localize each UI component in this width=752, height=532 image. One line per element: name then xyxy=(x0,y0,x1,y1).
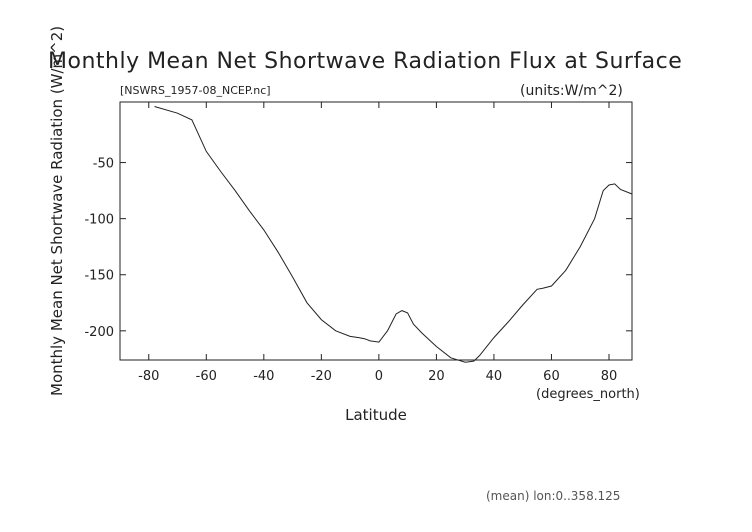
x-tick-label: 60 xyxy=(543,369,560,384)
x-tick-label: -80 xyxy=(138,369,159,384)
x-axis: -80 -60 -40 -20 0 20 40 60 80 xyxy=(138,102,617,384)
x-tick-label: -60 xyxy=(196,369,217,384)
x-axis-units: (degrees_north) xyxy=(536,387,640,402)
y-tick-label: -50 xyxy=(93,157,114,172)
x-tick-label: 20 xyxy=(428,369,445,384)
x-tick-label: 0 xyxy=(375,369,383,384)
series-line xyxy=(154,106,633,363)
y-axis-label: Monthly Mean Net Shortwave Radiation (W/… xyxy=(48,26,66,396)
y-tick-label: -150 xyxy=(84,269,114,284)
footnote: (mean) lon:0..358.125 xyxy=(486,489,620,503)
chart-subtitle-right: (units:W/m^2) xyxy=(520,83,623,99)
y-tick-label: -200 xyxy=(84,325,114,340)
y-tick-label: -100 xyxy=(84,213,114,228)
x-tick-label: -20 xyxy=(311,369,332,384)
x-tick-label: 40 xyxy=(486,369,503,384)
x-tick-label: 80 xyxy=(601,369,618,384)
chart-subtitle-left: [NSWRS_1957-08_NCEP.nc] xyxy=(120,84,271,97)
chart-title: Monthly Mean Net Shortwave Radiation Flu… xyxy=(48,49,682,74)
plot-frame xyxy=(119,101,633,361)
x-tick-label: -40 xyxy=(253,369,274,384)
y-axis: -50 -100 -150 -200 xyxy=(84,157,632,340)
x-axis-label: Latitude xyxy=(345,406,407,424)
